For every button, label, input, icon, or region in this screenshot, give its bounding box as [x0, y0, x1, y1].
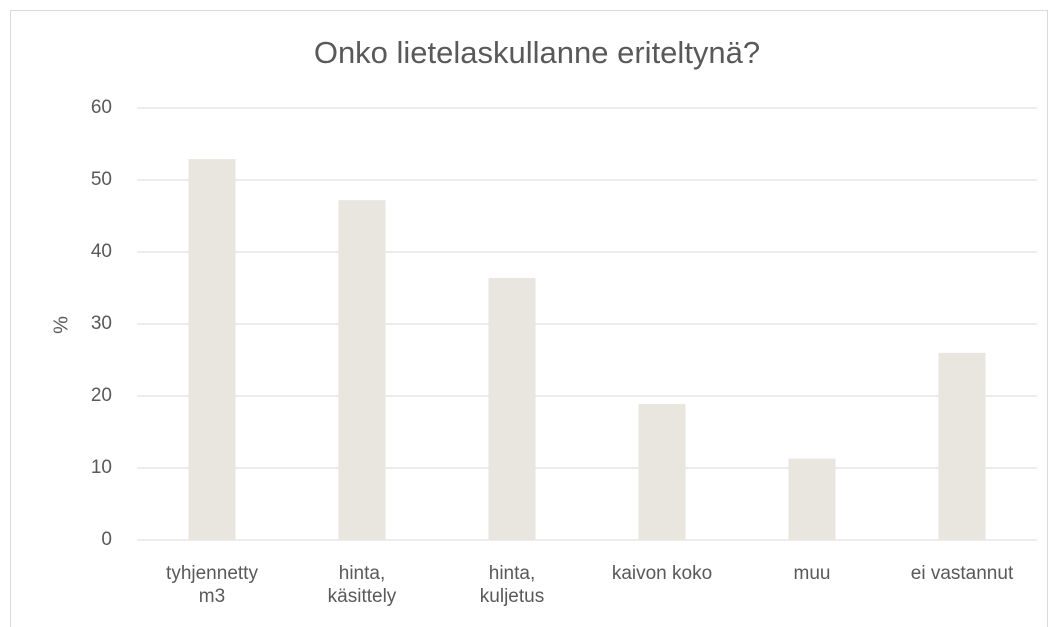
- x-tick-label: ei vastannut: [910, 563, 1014, 584]
- bar: [638, 403, 686, 540]
- y-tick-label: 60: [91, 97, 112, 118]
- y-tick-label: 10: [91, 457, 112, 478]
- y-tick-label: 30: [91, 313, 112, 334]
- chart-title: Onko lietelaskullanne eriteltynä?: [314, 35, 760, 70]
- x-tick-label: muu: [793, 563, 831, 584]
- y-tick-label: 40: [91, 241, 112, 262]
- y-tick-label: 0: [101, 529, 112, 550]
- bar: [938, 352, 986, 540]
- x-tick-label: tyhjennetty m3: [166, 563, 258, 607]
- bar: [488, 277, 536, 540]
- y-tick-label: 50: [91, 169, 112, 190]
- y-axis-label: %: [50, 316, 72, 334]
- y-tick-label: 20: [91, 385, 112, 406]
- x-tick-label: hinta, käsittely: [327, 563, 397, 607]
- bar: [188, 159, 236, 540]
- x-tick-label: hinta, kuljetus: [479, 563, 545, 607]
- bar: [338, 200, 386, 540]
- bar: [788, 458, 836, 540]
- x-tick-label: kaivon koko: [611, 563, 713, 584]
